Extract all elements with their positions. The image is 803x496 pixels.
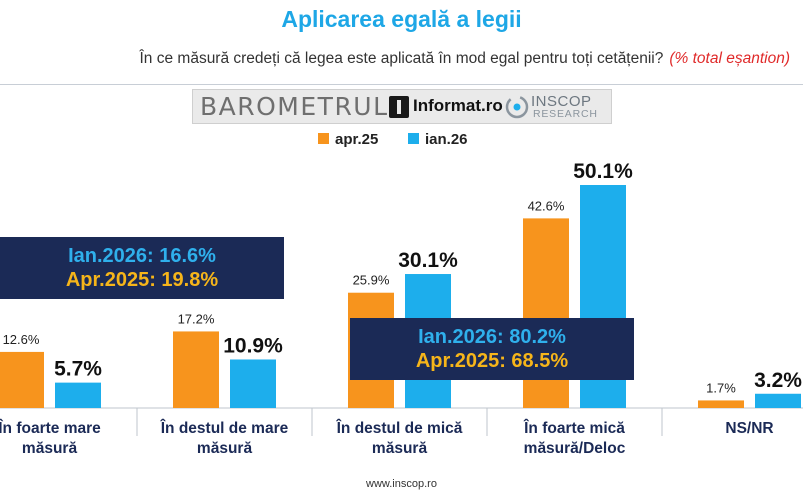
bar-apr25-4: [698, 400, 744, 408]
summary-box-disagree: Ian.2026: 80.2% Apr.2025: 68.5%: [350, 318, 634, 380]
survey-question: În ce măsură credeți că legea este aplic…: [139, 50, 664, 67]
inscop-logo-text: INSCOP: [531, 93, 592, 110]
bar-ian26-0: [55, 382, 101, 408]
summary-disagree-ian26: Ian.2026: 80.2%: [418, 326, 566, 348]
legend-item-apr25: apr.25: [318, 131, 378, 148]
informat-logo-icon: [389, 96, 409, 118]
summary-box-agree: Ian.2026: 16.6% Apr.2025: 19.8%: [0, 237, 284, 299]
category-label-1: În destul de mare: [160, 419, 289, 437]
inscop-research-text: RESEARCH: [533, 108, 598, 120]
bar-apr25-1: [173, 331, 219, 408]
data-label-apr25-2: 25.9%: [353, 273, 390, 288]
informat-logo-text: Informat.ro: [413, 96, 503, 115]
legend-item-ian26: ian.26: [408, 131, 468, 148]
legend-label-ian26: ian.26: [425, 131, 468, 148]
category-label-2: În destul de mică: [336, 419, 463, 437]
data-label-apr25-0: 12.6%: [3, 332, 40, 347]
inscop-logo-icon: [505, 95, 529, 119]
category-label-0: măsură: [22, 440, 78, 457]
category-label-1: măsură: [197, 440, 253, 457]
barometrul-logo-text: BAROMETRUL: [200, 92, 389, 121]
category-label-3: În foarte mică: [523, 419, 625, 437]
data-label-apr25-1: 17.2%: [178, 311, 215, 326]
summary-disagree-apr25: Apr.2025: 68.5%: [415, 350, 569, 372]
bar-ian26-1: [230, 359, 276, 408]
data-label-ian26-0: 5.7%: [54, 358, 102, 381]
chart-subtitle: În ce măsură credeți că legea este aplic…: [0, 50, 791, 68]
category-label-0: În foarte mare: [0, 419, 101, 437]
category-label-2: măsură: [372, 440, 428, 457]
header-divider: [0, 84, 803, 85]
category-label-3: măsură/Deloc: [524, 440, 626, 457]
legend-label-apr25: apr.25: [335, 131, 379, 148]
footer-url: www.inscop.ro: [366, 478, 437, 490]
data-label-apr25-3: 42.6%: [528, 198, 565, 213]
summary-agree-apr25: Apr.2025: 19.8%: [65, 269, 219, 291]
data-label-ian26-2: 30.1%: [398, 249, 458, 272]
summary-agree-ian26: Ian.2026: 16.6%: [68, 245, 216, 267]
data-label-ian26-1: 10.9%: [223, 334, 283, 357]
bar-ian26-4: [755, 393, 801, 408]
legend-swatch-apr25: [318, 133, 329, 144]
data-label-ian26-3: 50.1%: [573, 160, 633, 183]
legend-swatch-ian26: [408, 133, 419, 144]
sample-note: (% total eșantion): [669, 50, 790, 67]
data-label-ian26-4: 3.2%: [754, 369, 802, 392]
bar-apr25-0: [0, 351, 44, 408]
chart-title: Aplicarea egală a legii: [281, 6, 522, 32]
category-label-4: NS/NR: [725, 420, 773, 437]
barometer-logo-banner: BAROMETRUL Informat.ro INSCOP RESEARCH: [192, 89, 612, 124]
data-label-apr25-4: 1.7%: [706, 380, 736, 395]
